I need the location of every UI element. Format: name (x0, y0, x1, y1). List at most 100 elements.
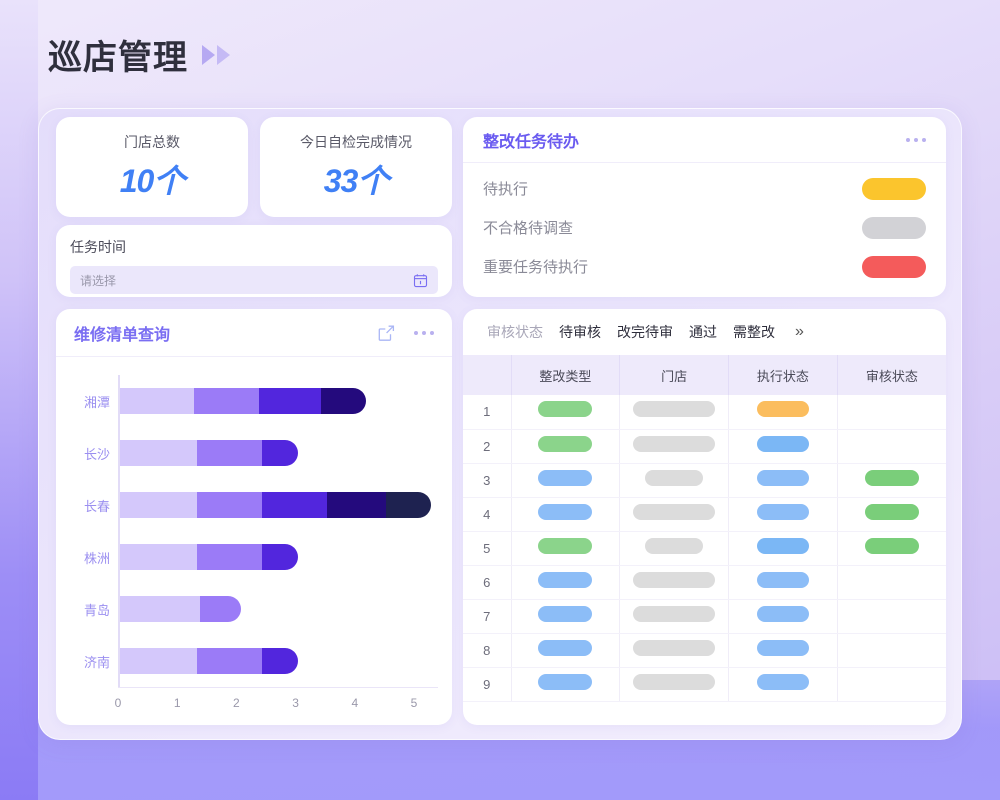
column-execution-status: 执行状态 (728, 355, 838, 395)
table-cell-2 (728, 531, 838, 566)
chart-card-title: 维修清单查询 (74, 326, 171, 344)
tab-1[interactable]: 待审核 (559, 324, 601, 340)
cell-pill (756, 537, 809, 554)
todo-item[interactable]: 待执行 (483, 169, 926, 208)
bar-segment (196, 440, 263, 466)
table-cell-2 (728, 565, 838, 600)
table-row[interactable]: 4 (463, 497, 946, 532)
bar-row: 长春 (84, 492, 431, 518)
bar-row: 青岛 (84, 596, 242, 622)
bar-segment (120, 648, 197, 674)
tab-0[interactable]: 审核状态 (487, 324, 543, 340)
tab-2[interactable]: 改完待审 (617, 324, 673, 340)
share-export-icon[interactable] (376, 323, 396, 343)
x-axis-tick: 2 (233, 696, 240, 710)
bar-segment (196, 648, 263, 674)
page-header: 巡店管理 (48, 30, 230, 79)
bar-row: 长沙 (84, 440, 298, 466)
cell-pill (864, 469, 919, 486)
bar-segment (259, 388, 322, 414)
table-row[interactable]: 2 (463, 429, 946, 464)
stacked-bar[interactable] (120, 544, 298, 570)
bar-segment (262, 492, 328, 518)
bar-category-label: 湘潭 (83, 394, 110, 410)
table-cell-2 (728, 633, 838, 668)
column-store: 门店 (619, 355, 729, 395)
stacked-bar[interactable] (120, 440, 298, 466)
tab-3[interactable]: 通过 (689, 324, 717, 340)
more-horizontal-icon[interactable] (906, 137, 926, 142)
stacked-bar[interactable] (120, 648, 298, 674)
bar-category-label: 株洲 (83, 550, 110, 566)
table-cell-0 (511, 395, 621, 430)
cell-pill (633, 673, 716, 690)
bar-segment (199, 596, 242, 622)
audit-status-tabs: 审核状态 待审核 改完待审 通过 需整改 » (463, 309, 946, 355)
stacked-bar[interactable] (120, 388, 366, 414)
todo-item-badge (862, 255, 926, 278)
task-time-input[interactable]: 请选择 (70, 266, 438, 294)
cell-pill (538, 469, 593, 486)
cell-pill (538, 503, 593, 520)
table-cell-1 (619, 531, 729, 566)
x-axis-tick: 3 (292, 696, 299, 710)
calendar-icon[interactable] (413, 273, 428, 288)
table-cell-3 (837, 395, 946, 430)
cell-pill (633, 571, 716, 588)
todo-item[interactable]: 不合格待调查 (483, 208, 926, 247)
stacked-bar[interactable] (120, 492, 431, 518)
bar-category-label: 长春 (83, 498, 110, 514)
table-row[interactable]: 5 (463, 531, 946, 566)
more-horizontal-icon[interactable] (414, 330, 434, 335)
bar-segment (120, 388, 194, 414)
chart-card-actions (376, 323, 434, 343)
table-row[interactable]: 6 (463, 565, 946, 600)
table-cell-2 (728, 429, 838, 464)
table-cell-1 (619, 395, 729, 430)
left-rail (0, 0, 38, 800)
tabs-overflow-icon[interactable]: » (795, 323, 804, 340)
bar-category-label: 济南 (83, 654, 110, 670)
table-cell-3 (837, 667, 946, 702)
row-index: 3 (463, 463, 512, 498)
table-cell-0 (511, 633, 621, 668)
cell-pill (756, 503, 809, 520)
cell-pill (538, 401, 593, 418)
cell-pill (756, 605, 809, 622)
tab-4[interactable]: 需整改 (733, 324, 775, 340)
row-index: 2 (463, 429, 512, 464)
bar-segment (194, 388, 260, 414)
todo-item[interactable]: 重要任务待执行 (483, 247, 926, 286)
todo-card-title: 整改任务待办 (483, 133, 580, 151)
table-row[interactable]: 3 (463, 463, 946, 498)
table-cell-1 (619, 565, 729, 600)
table-cell-1 (619, 429, 729, 464)
stat-card-selfcheck-today: 今日自检完成情况 33个 (260, 117, 452, 217)
cell-pill (538, 537, 593, 554)
table-row[interactable]: 1 (463, 395, 946, 430)
row-index: 6 (463, 565, 512, 600)
row-index: 9 (463, 667, 512, 702)
cell-pill (538, 673, 593, 690)
bar-segment (262, 544, 298, 570)
stat-label: 门店总数 (124, 134, 180, 150)
bar-segment (262, 440, 298, 466)
double-chevron-right-icon[interactable] (202, 44, 230, 65)
table-row[interactable]: 7 (463, 599, 946, 634)
bar-segment (327, 492, 387, 518)
bar-segment (321, 388, 366, 414)
bar-segment (262, 648, 298, 674)
rectification-todo-card: 整改任务待办 待执行 不合格待调查 重要任务待执行 (463, 117, 946, 297)
table-row[interactable]: 9 (463, 667, 946, 702)
cell-pill (633, 503, 716, 520)
x-axis-tick: 1 (173, 696, 181, 710)
stacked-bar[interactable] (120, 596, 242, 622)
table-row[interactable]: 8 (463, 633, 946, 668)
stat-value: 33个 (323, 163, 390, 199)
todo-item-badge (862, 177, 926, 200)
todo-card-header: 整改任务待办 (463, 117, 946, 163)
x-axis-tick: 0 (114, 696, 122, 710)
bar-chart-plot: 湘潭长沙长春株洲青岛济南 (84, 375, 438, 687)
